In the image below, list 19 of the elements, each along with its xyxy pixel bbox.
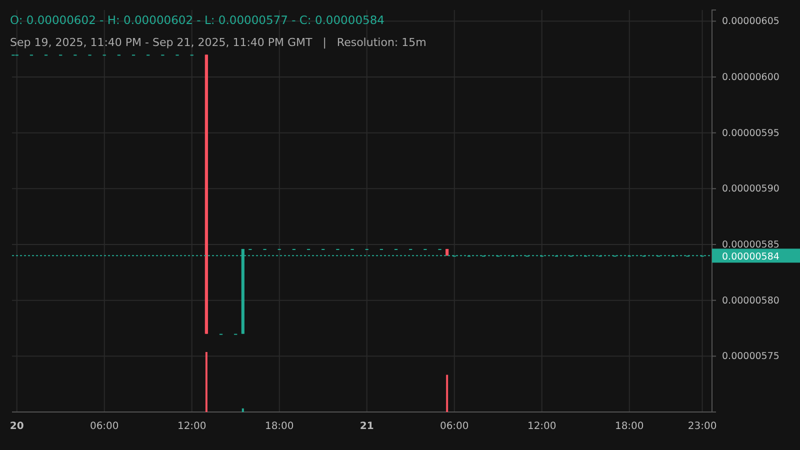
x-tick-label: 21	[360, 421, 374, 432]
y-tick-label: 0.00000595	[722, 128, 780, 139]
y-tick-label: 0.00000605	[722, 16, 780, 28]
y-tick-label: 0.00000580	[722, 295, 780, 306]
y-tick-label: 0.00000590	[722, 184, 780, 195]
x-tick-label: 06:00	[440, 421, 469, 432]
x-tick-label: 20	[10, 421, 24, 432]
x-tick-label: 12:00	[527, 421, 556, 432]
y-tick-label: 0.00000575	[722, 351, 780, 362]
text: Sep 19, 2025, 11:40 PM - Sep 21, 2025, 11:40 PM GMT | Resolution: 15m	[10, 36, 426, 49]
x-tick-label: 12:00	[177, 421, 206, 432]
x-tick-label: 18:00	[614, 421, 644, 432]
x-tick-label: 18:00	[264, 421, 294, 432]
chart-title: O: 0.00000602 - H: 0.00000602 - L: 0.00000577 - C: 0.00000584	[10, 13, 384, 27]
y-tick-label: 0.00000585	[722, 240, 780, 251]
y-tick-label: 0.00000600	[722, 72, 780, 84]
ref-line-label: 0.00000584	[722, 252, 780, 263]
x-tick-label: 06:00	[90, 421, 119, 432]
x-tick-label: 23:00	[688, 421, 717, 432]
